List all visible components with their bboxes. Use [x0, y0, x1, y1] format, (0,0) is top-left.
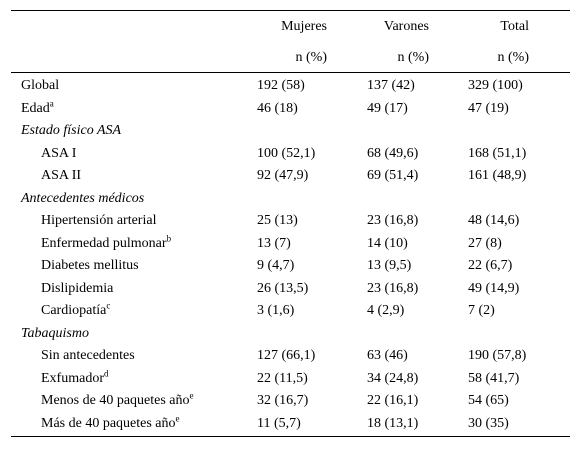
row-label-text: Global — [21, 78, 60, 93]
row-label-text: Cardiopatía — [41, 303, 107, 318]
footnote-marker: e — [189, 390, 194, 401]
table-cell: 92 (47,9) — [257, 168, 309, 183]
table-cell: 14 (10) — [367, 235, 408, 251]
footnote-marker: d — [103, 367, 109, 378]
table-cell: 32 (16,7) — [257, 393, 309, 408]
table-cell: 13 (9,5) — [367, 258, 412, 273]
row-label: Hipertensión arterial — [41, 212, 156, 230]
header-rule — [11, 72, 570, 73]
table-cell: 3 (1,6) — [257, 303, 295, 318]
row-label-text: Diabetes mellitus — [41, 258, 139, 273]
row-label-text: Hipertensión arterial — [41, 213, 157, 228]
section-heading: Tabaquismo — [21, 325, 89, 341]
col-unit-varones: n (%) — [397, 50, 430, 65]
table-cell: 13 (7) — [257, 235, 291, 251]
footnote-marker: a — [49, 97, 54, 108]
table-cell: 69 (51,4) — [367, 168, 419, 183]
row-label-text: ASA I — [41, 145, 77, 161]
table-cell: 22 (6,7) — [468, 258, 513, 273]
table-cell: 63 (46) — [367, 348, 408, 363]
section-heading: Estado físico ASA — [21, 123, 122, 138]
footnote-marker: c — [106, 300, 111, 311]
table-cell: 49 (17) — [367, 100, 408, 116]
row-label: Exfumadord — [41, 367, 109, 388]
row-label-text: Dislipidemia — [41, 280, 114, 296]
row-label: ASA II — [41, 167, 81, 185]
row-label-text: Más de 40 paquetes año — [41, 415, 176, 431]
table-cell: 25 (13) — [257, 213, 298, 228]
table-cell: 30 (35) — [468, 415, 509, 431]
col-unit-total: n (%) — [497, 50, 530, 65]
section-heading: Antecedentes médicos — [21, 190, 145, 206]
row-label-text: ASA II — [41, 168, 82, 183]
table-bottom-rule — [11, 436, 570, 437]
row-label: Menos de 40 paquetes añoe — [41, 390, 194, 410]
col-header-mujeres: Mujeres — [281, 19, 327, 34]
table-cell: 192 (58) — [257, 78, 305, 93]
table-cell: 4 (2,9) — [367, 303, 405, 318]
table-cell: 46 (18) — [257, 100, 298, 116]
row-label: Edada — [21, 97, 54, 118]
table-cell: 58 (41,7) — [468, 370, 520, 386]
table-cell: 23 (16,8) — [367, 280, 419, 296]
row-label: ASA I — [41, 145, 76, 163]
table-cell: 68 (49,6) — [367, 145, 419, 161]
table-cell: 11 (5,7) — [257, 415, 301, 431]
table-cell: 48 (14,6) — [468, 213, 520, 228]
table-cell: 23 (16,8) — [367, 213, 419, 228]
row-label: Cardiopatíac — [41, 300, 111, 320]
table-cell: 190 (57,8) — [468, 348, 527, 363]
table-cell: 137 (42) — [367, 78, 415, 93]
row-label: Global — [21, 77, 59, 95]
row-label: Dislipidemia — [41, 280, 113, 298]
table-top-rule — [11, 10, 570, 11]
table-cell: 49 (14,9) — [468, 280, 520, 296]
table-cell: 329 (100) — [468, 78, 523, 93]
table-cell: 26 (13,5) — [257, 280, 309, 296]
row-label: Diabetes mellitus — [41, 257, 139, 275]
table-cell: 161 (48,9) — [468, 168, 527, 183]
row-label: Sin antecedentes — [41, 347, 135, 365]
table-cell: 54 (65) — [468, 393, 509, 408]
table-cell: 9 (4,7) — [257, 258, 295, 273]
col-unit-mujeres: n (%) — [295, 50, 328, 65]
row-label: Más de 40 paquetes añoe — [41, 412, 180, 433]
table-cell: 22 (11,5) — [257, 370, 308, 386]
row-label-text: Exfumador — [41, 370, 104, 386]
table-cell: 100 (52,1) — [257, 145, 316, 161]
row-label-text: Enfermedad pulmonar — [41, 235, 167, 251]
table-cell: 22 (16,1) — [367, 393, 419, 408]
table-cell: 34 (24,8) — [367, 370, 419, 386]
table-cell: 7 (2) — [468, 303, 495, 318]
table-cell: 27 (8) — [468, 235, 502, 251]
row-label-text: Edad — [21, 100, 50, 116]
row-label-text: Menos de 40 paquetes año — [41, 393, 190, 408]
col-header-varones: Varones — [383, 19, 429, 34]
table-cell: 47 (19) — [468, 100, 509, 116]
row-label: Enfermedad pulmonarb — [41, 232, 172, 253]
col-header-total: Total — [500, 19, 529, 34]
row-label-text: Sin antecedentes — [41, 348, 135, 363]
footnote-marker: e — [175, 412, 180, 423]
table-cell: 18 (13,1) — [367, 415, 419, 431]
footnote-marker: b — [166, 232, 172, 243]
table-cell: 127 (66,1) — [257, 348, 316, 363]
data-table: Mujeres Varones Total n (%) n (%) n (%) … — [11, 10, 570, 437]
table-cell: 168 (51,1) — [468, 145, 527, 161]
